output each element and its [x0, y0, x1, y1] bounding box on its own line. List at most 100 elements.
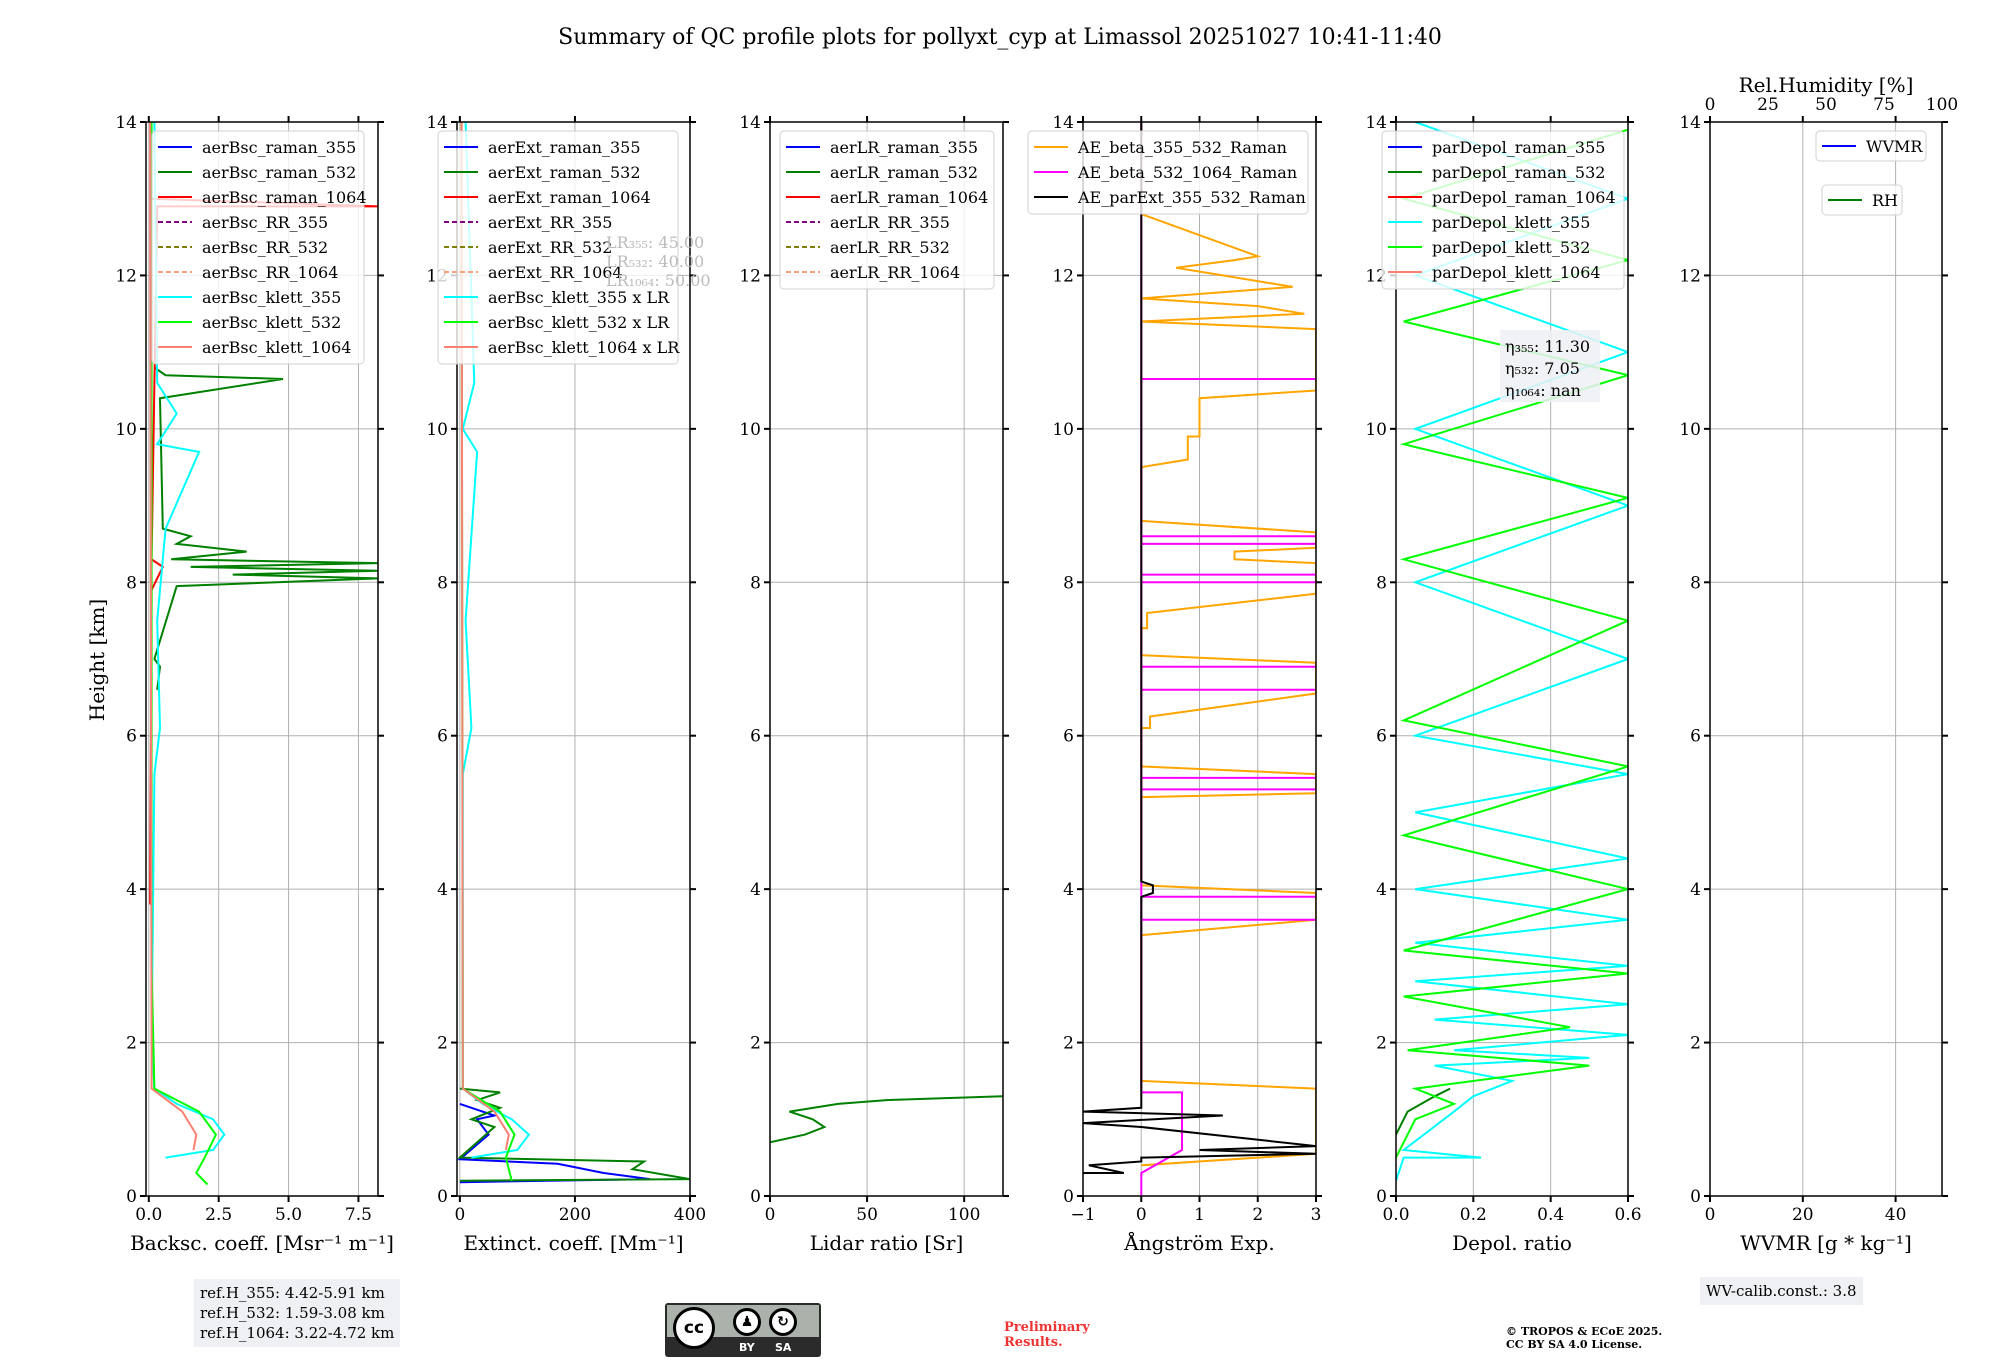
legend-entry: aerExt_raman_355 — [488, 138, 641, 157]
y-tick-label: 12 — [1679, 266, 1701, 286]
series-group — [770, 1095, 1003, 1144]
top-x-tick-label: 25 — [1757, 95, 1779, 115]
legend-entry: aerExt_RR_355 — [488, 213, 612, 232]
series-line-aerbsc-klett-355 — [150, 122, 226, 1159]
y-tick-label: 10 — [1365, 420, 1387, 440]
legend-box — [1815, 130, 1927, 162]
legend-entry: aerExt_raman_532 — [488, 163, 641, 182]
y-tick-label: 6 — [126, 727, 137, 747]
cc-by-sa-icon: cc ♟ ↻ BY SA — [665, 1303, 821, 1357]
x-tick-label: 200 — [559, 1205, 591, 1225]
eta-annotation: η₅₃₂: 7.05 — [1505, 359, 1580, 378]
x-tick-label: 0 — [765, 1205, 776, 1225]
series-group — [457, 122, 690, 1184]
preliminary-results-note: Preliminary Results. — [1004, 1320, 1090, 1350]
legend-entry: parDepol_raman_1064 — [1432, 188, 1616, 207]
share-alike-icon: ↻ — [769, 1308, 797, 1336]
y-tick-label: 14 — [1679, 113, 1701, 133]
x-tick-label: 7.5 — [345, 1205, 372, 1225]
copyright-line-1: © TROPOS & ECoE 2025. — [1506, 1325, 1663, 1338]
legend-entry: aerBsc_klett_355 x LR — [488, 288, 670, 307]
legend-entry: aerExt_RR_532 — [488, 238, 612, 257]
x-tick-label: 0.0 — [1382, 1205, 1409, 1225]
y-tick-label: 12 — [739, 266, 761, 286]
top-x-tick-label: 50 — [1815, 95, 1837, 115]
y-tick-label: 0 — [437, 1187, 448, 1207]
x-tick-label: −1 — [1070, 1205, 1095, 1225]
x-tick-label: 1 — [1194, 1205, 1205, 1225]
series-line-pardepol-raman-532 — [1396, 1087, 1451, 1136]
legend-entry: aerBsc_raman_532 — [202, 163, 356, 182]
y-tick-label: 4 — [437, 880, 448, 900]
y-tick-label: 0 — [1690, 1187, 1701, 1207]
attribution-icon: ♟ — [733, 1308, 761, 1336]
y-tick-label: 10 — [426, 420, 448, 440]
panel-3: 0 2 4 6 8 10 12 14 0 50 100 Lidar ratio [Sr] aerLR_r… — [739, 113, 1009, 1255]
ref-height-532: ref.H_532: 1.59-3.08 km — [200, 1304, 385, 1322]
lr-annotation: LR₅₃₂: 40.00 — [606, 252, 704, 271]
legend-box — [151, 130, 365, 365]
legend-entry: AE_parExt_355_532_Raman — [1077, 188, 1306, 207]
legend-entry: parDepol_klett_532 — [1432, 238, 1590, 257]
x-tick-label: 20 — [1792, 1205, 1814, 1225]
legend-entry: AE_beta_355_532_Raman — [1077, 138, 1287, 157]
y-tick-label: 14 — [1052, 113, 1074, 133]
axes-frame — [1395, 121, 1629, 1197]
y-tick-label: 12 — [115, 266, 137, 286]
panel-1: 0 2 4 6 8 10 12 14 0.0 2.5 5.0 7.5 Backsc. coeff. [M… — [115, 113, 394, 1255]
top-x-tick-label: 0 — [1705, 95, 1716, 115]
series-line-aerext-raman-355 — [457, 1102, 650, 1184]
y-tick-label: 14 — [426, 113, 448, 133]
y-tick-label: 4 — [1063, 880, 1074, 900]
x-tick-label: 0.4 — [1537, 1205, 1564, 1225]
preliminary-line-2: Results. — [1004, 1335, 1063, 1350]
y-tick-label: 10 — [115, 420, 137, 440]
eta-annotation: η₁₀₆₄: nan — [1505, 381, 1581, 400]
copyright-note: © TROPOS & ECoE 2025. CC BY SA 4.0 Licen… — [1506, 1325, 1662, 1351]
y-tick-label: 8 — [1690, 573, 1701, 593]
series-line-pardepol-klett-355 — [1396, 122, 1628, 1182]
ref-heights-box: ref.H_355: 4.42-5.91 km ref.H_532: 1.59-… — [194, 1279, 401, 1347]
axes-frame — [1709, 121, 1943, 1197]
legend-entry: aerBsc_RR_532 — [202, 238, 328, 257]
top-x-axis-label: Rel.Humidity [%] — [1739, 73, 1914, 97]
y-tick-label: 6 — [1376, 727, 1387, 747]
x-tick-label: 40 — [1885, 1205, 1907, 1225]
y-tick-label: 0 — [750, 1187, 761, 1207]
x-tick-label: 0 — [1136, 1205, 1147, 1225]
y-tick-label: 2 — [437, 1034, 448, 1054]
series-line-aerlr-raman-532 — [770, 1095, 1003, 1144]
series-line-aerbsc-klett-1064 — [149, 122, 198, 1151]
x-tick-label: 2 — [1252, 1205, 1263, 1225]
legend-box — [779, 130, 995, 290]
legend-entry: aerBsc_klett_532 x LR — [488, 313, 670, 332]
sa-label: SA — [775, 1341, 792, 1354]
legend-entry: RH — [1872, 191, 1898, 210]
series-line-ae-beta-355-532-raman — [1140, 122, 1316, 1167]
x-axis-label: Depol. ratio — [1452, 1231, 1572, 1255]
lr-annotation: LR₁₀₆₄: 50.00 — [606, 271, 711, 290]
x-axis-label: Backsc. coeff. [Msr⁻¹ m⁻¹] — [130, 1231, 394, 1255]
y-tick-label: 10 — [1052, 420, 1074, 440]
legend-box — [1381, 130, 1625, 290]
ref-height-355: ref.H_355: 4.42-5.91 km — [200, 1284, 385, 1302]
series-line-aerbsc-klett-1064-x-lr — [460, 122, 510, 1151]
x-axis-label: Lidar ratio [Sr] — [810, 1231, 964, 1255]
y-tick-label: 4 — [1690, 880, 1701, 900]
copyright-line-2: CC BY SA 4.0 License. — [1506, 1338, 1643, 1351]
y-tick-label: 6 — [750, 727, 761, 747]
legend-entry: aerBsc_RR_1064 — [202, 263, 338, 282]
legend-entry: aerBsc_klett_1064 x LR — [488, 338, 680, 357]
legend-entry: aerLR_RR_1064 — [830, 263, 960, 282]
x-tick-label: 50 — [856, 1205, 878, 1225]
y-tick-label: 0 — [1063, 1187, 1074, 1207]
shared-ylabel: Height [km] — [85, 599, 109, 721]
legend-entry: AE_beta_532_1064_Raman — [1077, 163, 1297, 182]
y-tick-label: 4 — [750, 880, 761, 900]
y-tick-label: 2 — [1063, 1034, 1074, 1054]
y-tick-label: 6 — [437, 727, 448, 747]
y-tick-label: 8 — [1376, 573, 1387, 593]
